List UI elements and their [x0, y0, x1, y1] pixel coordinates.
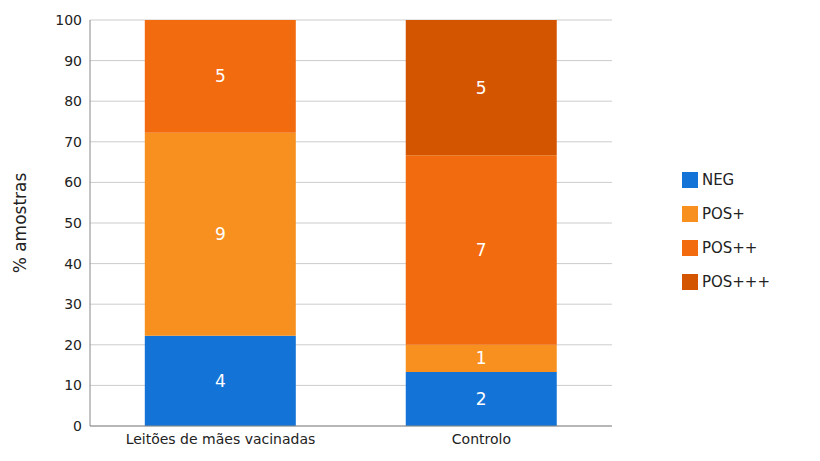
- svg-text:4: 4: [215, 371, 226, 391]
- svg-text:5: 5: [476, 78, 487, 98]
- svg-text:0: 0: [73, 418, 82, 434]
- svg-text:80: 80: [64, 93, 82, 109]
- svg-text:20: 20: [64, 337, 82, 353]
- svg-text:30: 30: [64, 296, 82, 312]
- svg-text:100: 100: [55, 12, 82, 28]
- svg-text:10: 10: [64, 377, 82, 393]
- html-text:NEG: NEG: [701, 170, 735, 189]
- svg-text:Leitões de mães vacinadas: Leitões de mães vacinadas: [126, 431, 316, 447]
- html-text:POS++: POS++: [701, 238, 758, 257]
- svg-text:90: 90: [64, 53, 82, 69]
- svg-text:% amostras: % amostras: [10, 173, 30, 274]
- svg-text:2: 2: [476, 389, 487, 409]
- svg-text:9: 9: [215, 224, 226, 244]
- svg-text:50: 50: [64, 215, 82, 231]
- svg-text:7: 7: [476, 240, 487, 260]
- html-text:POS+: POS+: [701, 204, 745, 223]
- svg-text:60: 60: [64, 174, 82, 190]
- svg-text:40: 40: [64, 256, 82, 272]
- svg-text:70: 70: [64, 134, 82, 150]
- svg-text:Controlo: Controlo: [452, 431, 511, 447]
- html-text:POS+++: POS+++: [701, 272, 770, 291]
- svg-text:5: 5: [215, 66, 226, 86]
- svg-text:1: 1: [476, 348, 487, 368]
